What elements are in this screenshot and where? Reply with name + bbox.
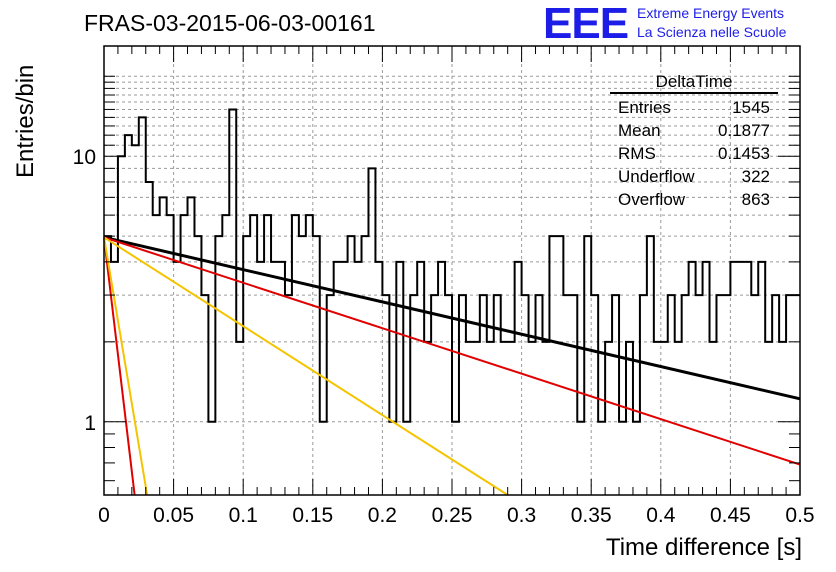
logo-caption-line1: Extreme Energy Events	[637, 5, 785, 21]
axis-tick-labels: 0 0.05 0.1 0.15 0.2 0.25 0.3 0.35 0.4 0.45 0.5 1 10	[73, 146, 815, 527]
series-fit-yellow-slow	[103, 236, 509, 496]
logo-caption: Extreme Energy Events La Scienza nelle S…	[637, 4, 786, 42]
stats-row-underflow: Underflow 322	[610, 165, 778, 188]
x-tick-label: 0	[98, 504, 110, 527]
stats-value: 0.1453	[718, 144, 770, 163]
x-tick-label: 0.1	[229, 504, 258, 527]
stats-row-mean: Mean 0.1877	[610, 119, 778, 142]
y-tick-label: 10	[73, 146, 96, 169]
stats-label: Entries	[618, 98, 671, 117]
x-tick-label: 0.5	[785, 504, 814, 527]
series-fit-yellow-fast	[103, 237, 149, 496]
stats-label: RMS	[618, 144, 656, 163]
y-axis-label: Entries/bin	[12, 64, 39, 178]
logo-caption-line2: La Scienza nelle Scuole	[637, 24, 787, 40]
y-tick-label: 1	[84, 412, 96, 435]
x-tick-label: 0.35	[571, 504, 612, 527]
histogram	[104, 108, 800, 423]
x-tick-label: 0.3	[507, 504, 536, 527]
fit-lines	[103, 235, 801, 496]
stats-label: Overflow	[618, 190, 686, 209]
x-axis-label: Time difference [s]	[605, 534, 802, 561]
stats-row-entries: Entries 1545	[610, 96, 778, 119]
stats-label: Underflow	[618, 167, 695, 186]
x-tick-label: 0.05	[153, 504, 194, 527]
series-fit-black	[103, 235, 801, 401]
x-tick-label: 0.45	[710, 504, 751, 527]
eee-logo: EEE	[543, 0, 629, 48]
chart-title: FRAS-03-2015-06-03-00161	[84, 10, 376, 36]
stats-row-rms: RMS 0.1453	[610, 142, 778, 165]
axis-ticks	[103, 46, 801, 495]
stats-row-overflow: Overflow 863	[610, 188, 778, 211]
x-tick-label: 0.4	[646, 504, 676, 527]
stats-value: 1545	[732, 98, 770, 117]
series-fit-red-slow	[103, 236, 801, 466]
x-tick-label: 0.2	[368, 504, 397, 527]
stats-value: 322	[741, 167, 770, 186]
stats-rule	[610, 92, 778, 94]
series-fit-red-fast	[103, 237, 136, 496]
stats-value: 0.1877	[718, 121, 770, 140]
stats-title: DeltaTime	[655, 72, 733, 91]
stats-value: 863	[741, 190, 770, 209]
x-tick-label: 0.15	[292, 504, 333, 527]
histogram-outline	[104, 108, 800, 423]
stats-label: Mean	[618, 121, 661, 140]
stats-box: DeltaTime Entries 1545 Mean 0.1877 RMS 0.14…	[610, 72, 778, 211]
x-tick-label: 0.25	[432, 504, 473, 527]
